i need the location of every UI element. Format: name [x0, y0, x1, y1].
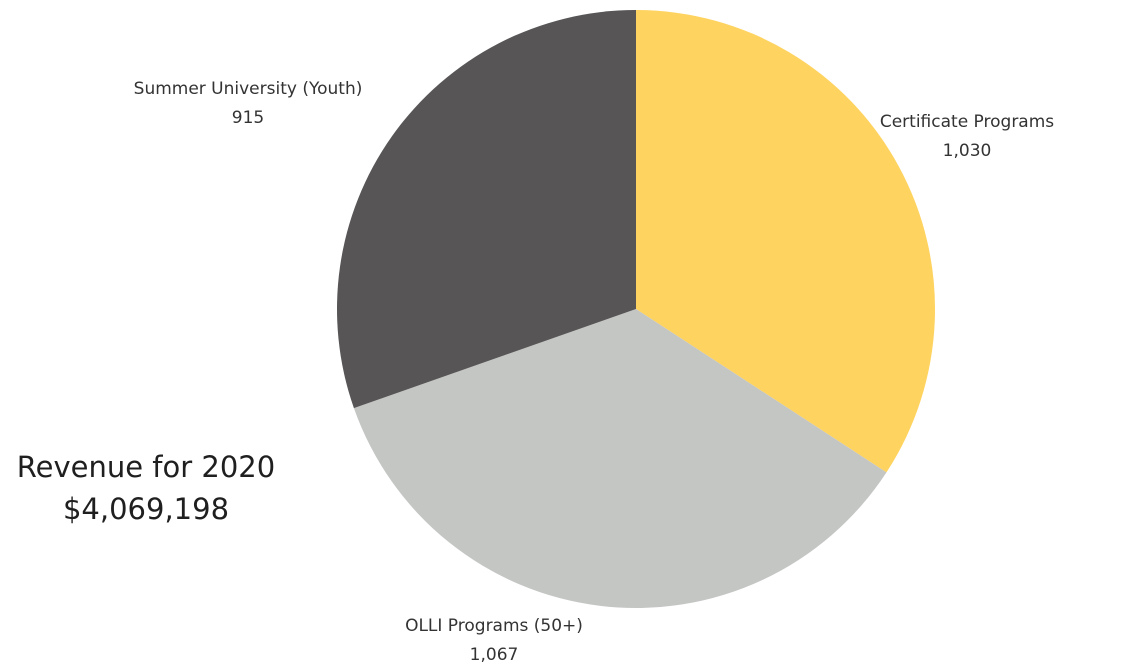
slice-value-certificate-programs: 1,030 — [942, 141, 992, 161]
slice-name-certificate-programs: Certificate Programs — [879, 112, 1055, 132]
slice-name-summer-university: Summer University (Youth) — [133, 79, 363, 99]
revenue-amount: $4,069,198 — [62, 492, 230, 526]
slice-value-summer-university: 915 — [231, 108, 265, 128]
slice-label-summer-university: Summer University (Youth) 915 — [134, 75, 363, 133]
slice-value-olli-programs: 1,067 — [469, 645, 519, 665]
pie-slice-summer-university-youth[interactable] — [336, 10, 636, 409]
slice-label-certificate-programs: Certificate Programs 1,030 — [880, 108, 1054, 166]
revenue-summary: Revenue for 2020 $4,069,198 — [17, 446, 275, 530]
pie-slice-olli-programs-50[interactable] — [353, 309, 887, 609]
revenue-title: Revenue for 2020 — [16, 450, 276, 484]
pie-slice-certificate-programs[interactable] — [636, 10, 936, 473]
slice-name-olli-programs: OLLI Programs (50+) — [405, 616, 583, 636]
slice-label-olli-programs: OLLI Programs (50+) 1,067 — [405, 612, 583, 670]
